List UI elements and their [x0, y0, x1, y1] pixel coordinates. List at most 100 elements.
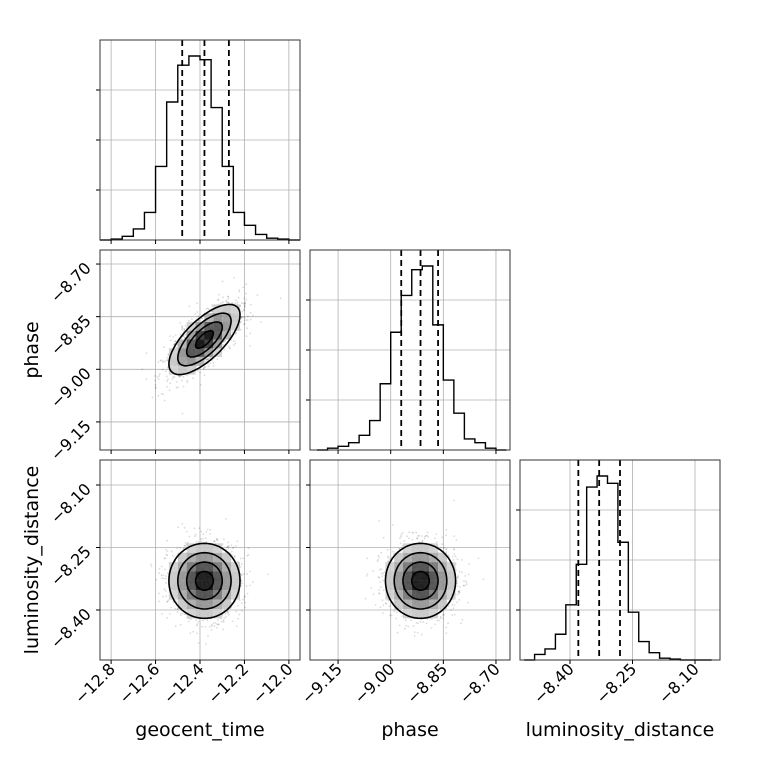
sample-point	[243, 304, 246, 307]
density-cell	[231, 313, 240, 322]
sample-point	[145, 378, 148, 381]
density-cell	[195, 339, 205, 349]
sample-point	[207, 635, 209, 637]
density-cell	[231, 590, 240, 600]
sample-point	[190, 618, 192, 621]
sample-point	[458, 591, 461, 593]
sample-point	[366, 573, 369, 575]
sample-point	[163, 557, 166, 560]
sample-point	[233, 555, 236, 557]
sample-point	[218, 623, 220, 625]
sample-point	[421, 539, 424, 542]
sample-point	[163, 399, 166, 402]
density-cell	[213, 313, 223, 322]
sample-point	[451, 604, 454, 606]
density-cell	[204, 321, 214, 331]
sample-point	[166, 600, 169, 603]
sample-point	[163, 346, 166, 349]
sample-point	[436, 619, 439, 622]
sample-point	[467, 573, 470, 576]
sample-point	[216, 623, 218, 626]
sample-point	[160, 392, 163, 395]
sample-point	[482, 578, 485, 581]
y-tick-label: −8.10	[47, 479, 95, 527]
sample-point	[204, 366, 207, 368]
sample-point	[157, 378, 160, 380]
sample-point	[222, 619, 225, 622]
sample-point	[374, 603, 377, 606]
sample-point	[174, 334, 177, 336]
density-cell	[411, 590, 421, 600]
y-axis-label: phase	[21, 321, 43, 378]
sample-point	[174, 607, 177, 610]
sample-point	[385, 602, 388, 605]
sample-point	[203, 366, 206, 369]
sample-point	[174, 340, 176, 343]
sample-point	[208, 308, 211, 311]
sample-point	[208, 357, 211, 359]
sample-point	[445, 632, 448, 635]
density-cell	[231, 321, 240, 331]
sample-point	[381, 575, 384, 578]
density-cell	[222, 321, 232, 331]
sample-point	[463, 584, 465, 587]
sample-point	[234, 302, 237, 304]
density-cell	[177, 580, 187, 591]
sample-point	[468, 563, 470, 565]
density-cell	[168, 348, 178, 357]
sample-point	[187, 541, 189, 544]
sample-point	[154, 387, 157, 389]
sample-point	[236, 540, 239, 543]
density-contour	[176, 312, 232, 367]
y-tick-label: −8.40	[47, 604, 95, 652]
sample-point	[231, 554, 234, 556]
density-cell	[394, 580, 403, 591]
sample-point	[160, 359, 163, 362]
density-cell	[195, 348, 205, 357]
sample-point	[211, 310, 214, 313]
sample-point	[167, 353, 170, 356]
sample-point	[239, 328, 242, 331]
sample-point	[384, 571, 386, 573]
sample-point	[453, 604, 456, 606]
sample-point	[232, 546, 235, 549]
sample-point	[249, 311, 252, 314]
density-contour	[393, 551, 448, 610]
sample-point	[464, 580, 467, 582]
density-cell	[411, 580, 421, 591]
sample-point	[396, 631, 399, 634]
density-cell	[195, 552, 205, 563]
sample-point	[238, 613, 241, 616]
density-cell	[420, 571, 430, 581]
sample-point	[387, 599, 390, 602]
density-cell	[213, 580, 223, 591]
sample-point	[197, 642, 200, 644]
density-cell	[394, 552, 403, 563]
sample-point	[240, 316, 243, 318]
sample-point	[249, 303, 252, 306]
density-cell	[213, 609, 223, 619]
sample-point	[206, 619, 209, 622]
sample-point	[378, 593, 381, 595]
sample-point	[244, 595, 247, 598]
axes-frame	[519, 459, 721, 661]
x-tick-label: −8.25	[592, 659, 640, 707]
x-tick-label: −8.85	[403, 659, 451, 707]
sample-point	[378, 520, 381, 522]
sample-point	[175, 386, 178, 389]
sample-point	[420, 633, 423, 636]
sample-point	[162, 361, 165, 364]
sample-point	[213, 540, 216, 542]
histogram-step	[524, 475, 712, 661]
sample-point	[199, 383, 202, 386]
sample-point	[237, 604, 239, 607]
sample-point	[177, 386, 179, 389]
sample-point	[408, 531, 410, 534]
sample-point	[227, 547, 230, 550]
sample-point	[205, 531, 208, 533]
sample-point	[189, 632, 192, 635]
sample-point	[442, 546, 445, 549]
density-cell	[213, 304, 223, 314]
sample-point	[226, 610, 229, 613]
sample-point	[186, 381, 189, 384]
